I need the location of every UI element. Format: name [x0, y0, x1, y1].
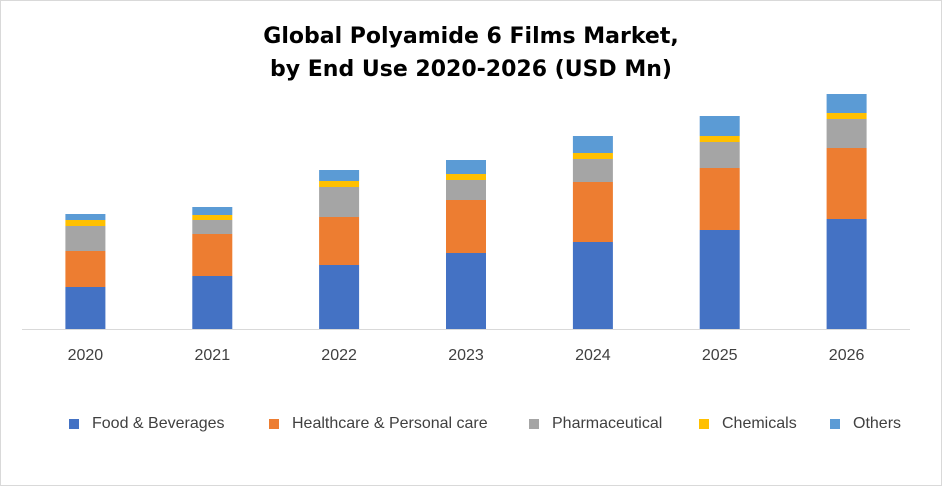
legend-label-pharmaceutical: Pharmaceutical	[552, 415, 663, 432]
legend-item-pharmaceutical: Pharmaceutical	[529, 413, 662, 435]
chart-legend: Food & Beverages Healthcare & Personal ca…	[0, 413, 942, 435]
bar-2023-pharmaceutical	[446, 180, 486, 200]
legend-swatch-healthcare-and-personal-care	[269, 419, 279, 429]
x-tick-label-2026: 2026	[829, 347, 865, 364]
bar-2026-others	[826, 94, 867, 113]
bar-2022-food-and-beverages	[319, 265, 360, 329]
bar-2022-others	[319, 170, 360, 181]
legend-swatch-pharmaceutical	[529, 419, 539, 429]
legend-item-food-and-beverages: Food & Beverages	[69, 413, 225, 435]
bar-2026-chemicals	[826, 113, 867, 119]
bar-2020-food-and-beverages	[65, 287, 106, 329]
bar-2020-chemicals	[65, 220, 106, 226]
bar-2021-healthcare-and-personal-care	[192, 234, 233, 276]
legend-swatch-food-and-beverages	[69, 419, 79, 429]
x-tick-label-2023: 2023	[448, 347, 484, 364]
bar-2023-food-and-beverages	[446, 253, 486, 329]
bar-2024-others	[572, 136, 613, 153]
bar-2022-healthcare-and-personal-care	[319, 217, 360, 265]
legend-item-others: Others	[830, 413, 901, 435]
chart-title: Global Polyamide 6 Films Market, by End …	[0, 20, 942, 86]
bar-2024-pharmaceutical	[572, 159, 613, 182]
bar-2021-chemicals	[192, 215, 233, 220]
bar-2024-healthcare-and-personal-care	[572, 182, 613, 242]
x-tick-label-2021: 2021	[195, 347, 231, 364]
legend-label-others: Others	[853, 415, 902, 432]
bar-2020-others	[65, 214, 106, 220]
bar-2023-healthcare-and-personal-care	[446, 200, 486, 253]
bar-2024-chemicals	[572, 153, 613, 159]
x-tick-label-2024: 2024	[575, 347, 611, 364]
bar-2025-pharmaceutical	[699, 142, 740, 168]
bar-2021-pharmaceutical	[192, 220, 233, 234]
bar-2023-others	[446, 160, 486, 174]
bar-2026-healthcare-and-personal-care	[826, 148, 867, 219]
bar-2022-chemicals	[319, 181, 360, 187]
bar-2020-pharmaceutical	[65, 226, 106, 251]
bar-2025-healthcare-and-personal-care	[699, 168, 740, 230]
chart-title-line-1: Global Polyamide 6 Films Market,	[263, 24, 679, 49]
x-tick-label-2025: 2025	[702, 347, 738, 364]
bar-2025-others	[699, 116, 740, 136]
legend-label-healthcare-and-personal-care: Healthcare & Personal care	[292, 415, 488, 432]
bar-2025-chemicals	[699, 136, 740, 142]
x-tick-label-2022: 2022	[321, 347, 357, 364]
legend-item-healthcare-and-personal-care: Healthcare & Personal care	[269, 413, 488, 435]
chart-title-line-2: by End Use 2020-2026 (USD Mn)	[270, 57, 672, 82]
bar-2023-chemicals	[446, 174, 486, 180]
bar-2026-pharmaceutical	[826, 119, 867, 148]
legend-swatch-others	[830, 419, 840, 429]
bar-2024-food-and-beverages	[572, 242, 613, 329]
legend-item-chemicals: Chemicals	[699, 413, 797, 435]
legend-swatch-chemicals	[699, 419, 709, 429]
bar-2022-pharmaceutical	[319, 187, 360, 217]
bar-2021-food-and-beverages	[192, 276, 233, 329]
legend-label-food-and-beverages: Food & Beverages	[92, 415, 225, 432]
x-tick-label-2020: 2020	[68, 347, 104, 364]
bar-2025-food-and-beverages	[699, 230, 740, 329]
bar-2020-healthcare-and-personal-care	[65, 251, 106, 287]
bar-2021-others	[192, 207, 233, 215]
bar-2026-food-and-beverages	[826, 219, 867, 329]
legend-label-chemicals: Chemicals	[722, 415, 797, 432]
